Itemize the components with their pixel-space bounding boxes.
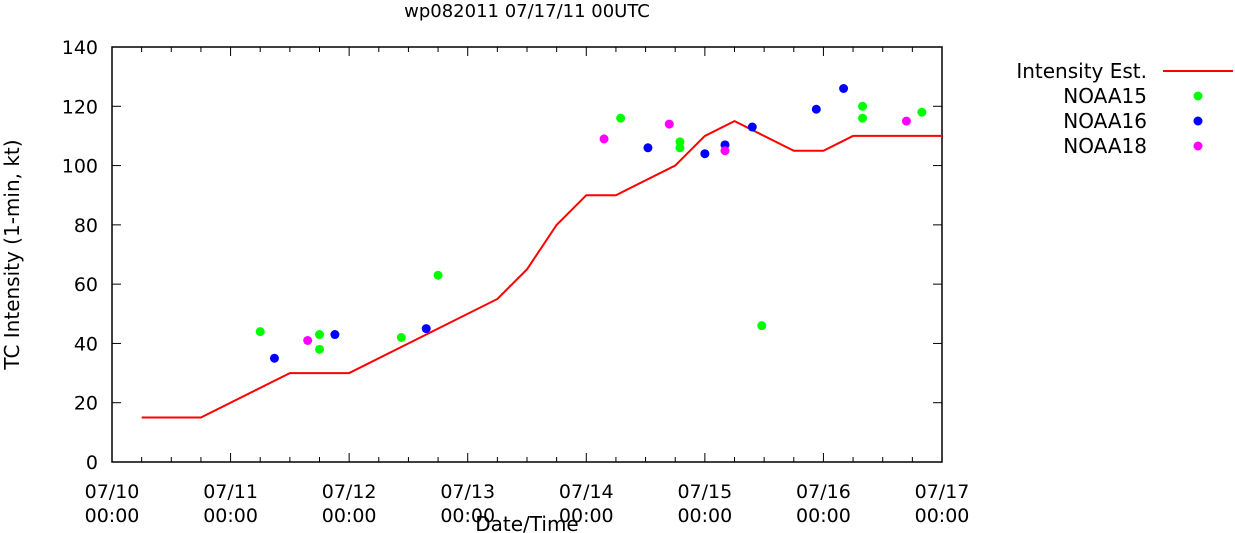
- legend-label: NOAA18: [1063, 134, 1147, 158]
- legend-point-swatch: [1193, 141, 1203, 151]
- y-tick-label: 140: [62, 37, 98, 59]
- x-tick-label-time: 00:00: [915, 505, 970, 527]
- x-tick-label-date: 07/12: [322, 481, 377, 503]
- x-tick-label-date: 07/16: [796, 481, 851, 503]
- x-tick-label-time: 00:00: [796, 505, 851, 527]
- noaa18-point: [720, 146, 730, 156]
- noaa16-point: [811, 104, 821, 114]
- x-tick-label-date: 07/15: [677, 481, 732, 503]
- y-tick-label: 0: [86, 452, 98, 474]
- noaa18-point: [664, 119, 674, 129]
- noaa15-point: [255, 327, 265, 337]
- noaa15-point: [757, 321, 767, 331]
- noaa16-point: [643, 143, 653, 153]
- noaa18-point: [901, 116, 911, 126]
- y-tick-label: 60: [74, 274, 98, 296]
- y-tick-label: 80: [74, 215, 98, 237]
- noaa16-point: [839, 84, 849, 93]
- noaa15-point: [433, 270, 443, 280]
- x-tick-label-date: 07/14: [559, 481, 614, 503]
- x-tick-label-date: 07/13: [440, 481, 495, 503]
- noaa15-point: [675, 143, 685, 153]
- x-tick-label-date: 07/11: [203, 481, 258, 503]
- legend-label: NOAA15: [1063, 84, 1147, 108]
- noaa16-point: [700, 149, 710, 159]
- x-tick-label-time: 00:00: [85, 505, 140, 527]
- noaa16-point: [747, 122, 757, 132]
- legend-label: NOAA16: [1063, 109, 1147, 133]
- x-tick-label-time: 00:00: [559, 505, 614, 527]
- series-layer: [141, 84, 942, 419]
- x-tick-label-time: 00:00: [203, 505, 258, 527]
- legend-point-swatch: [1193, 116, 1203, 126]
- x-axis-label: Date/Time: [475, 512, 579, 533]
- x-tick-label-time: 00:00: [322, 505, 377, 527]
- noaa15-point: [858, 113, 868, 123]
- y-tick-label: 120: [62, 96, 98, 118]
- y-tick-label: 40: [74, 333, 98, 355]
- noaa15-point: [315, 330, 324, 340]
- intensity-est-line: [141, 119, 942, 419]
- y-tick-label: 100: [62, 156, 98, 178]
- x-tick-label-time: 00:00: [677, 505, 732, 527]
- noaa16-point: [421, 324, 431, 334]
- x-tick-label-date: 07/10: [85, 481, 140, 503]
- y-tick-label: 20: [74, 393, 98, 415]
- noaa16-point: [330, 330, 340, 340]
- x-axis: 07/1000:0007/1100:0007/1200:0007/1300:00…: [85, 47, 970, 527]
- y-axis: 0 20 40 60 80 100 120 140: [62, 37, 942, 474]
- noaa15-point: [917, 107, 927, 117]
- x-tick-label-time: 00:00: [440, 505, 495, 527]
- noaa16-point: [269, 353, 279, 363]
- noaa15-point: [315, 344, 324, 354]
- legend-point-swatch: [1193, 91, 1203, 101]
- noaa15-point: [396, 333, 406, 342]
- legend-label: Intensity Est.: [1016, 59, 1147, 83]
- y-axis-label: TC Intensity (1-min, kt): [0, 139, 24, 370]
- x-tick-label-date: 07/17: [915, 481, 970, 503]
- noaa18-point: [599, 134, 609, 144]
- noaa15-point: [858, 101, 868, 111]
- chart-title: wp082011 07/17/11 00UTC: [404, 1, 650, 22]
- noaa15-point: [616, 113, 626, 123]
- noaa18-point: [303, 335, 313, 345]
